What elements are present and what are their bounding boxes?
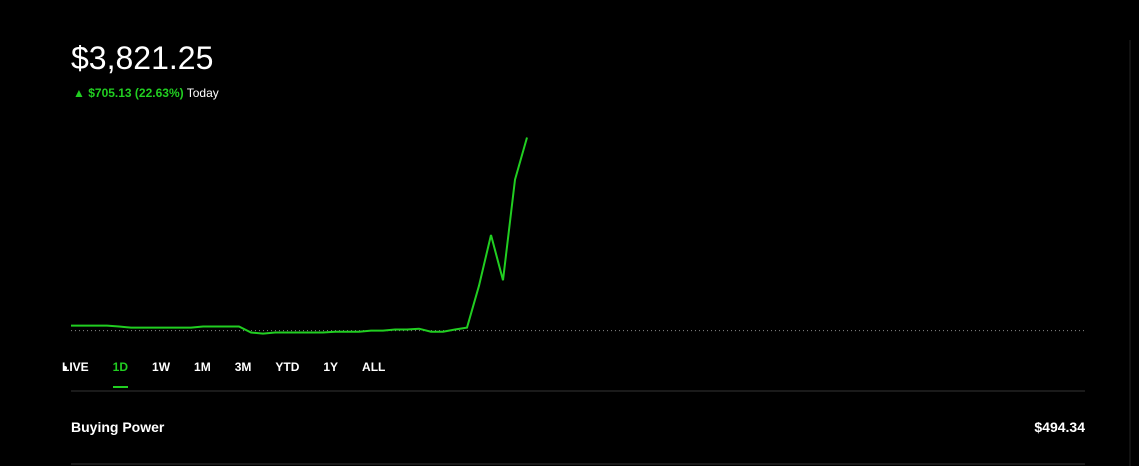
range-tab[interactable]: YTD: [275, 360, 300, 374]
range-tab[interactable]: 1Y: [323, 360, 339, 374]
range-tabs: LIVE 1D 1W 1M 3M YTD 1Y ALL: [62, 360, 409, 388]
change-row: ▲ $705.13 (22.63%) Today: [73, 86, 219, 100]
portfolio-value: $3,821.25: [71, 40, 214, 76]
range-tab[interactable]: LIVE: [62, 360, 89, 374]
period: Today: [186, 86, 219, 100]
price-line: [71, 137, 528, 335]
range-tab[interactable]: 1M: [194, 360, 211, 374]
range-tab[interactable]: 1W: [152, 360, 171, 374]
range-tab[interactable]: 1D: [112, 360, 129, 388]
change: $705.13 (22.63%): [88, 86, 184, 100]
buying-power-label: Buying Power: [71, 419, 165, 435]
up-arrow: ▲: [73, 86, 89, 100]
live-dot: [63, 366, 67, 370]
range-tab[interactable]: 3M: [234, 360, 252, 374]
range-tab[interactable]: ALL: [362, 360, 386, 374]
buying-power-value: $494.34: [1034, 419, 1085, 435]
